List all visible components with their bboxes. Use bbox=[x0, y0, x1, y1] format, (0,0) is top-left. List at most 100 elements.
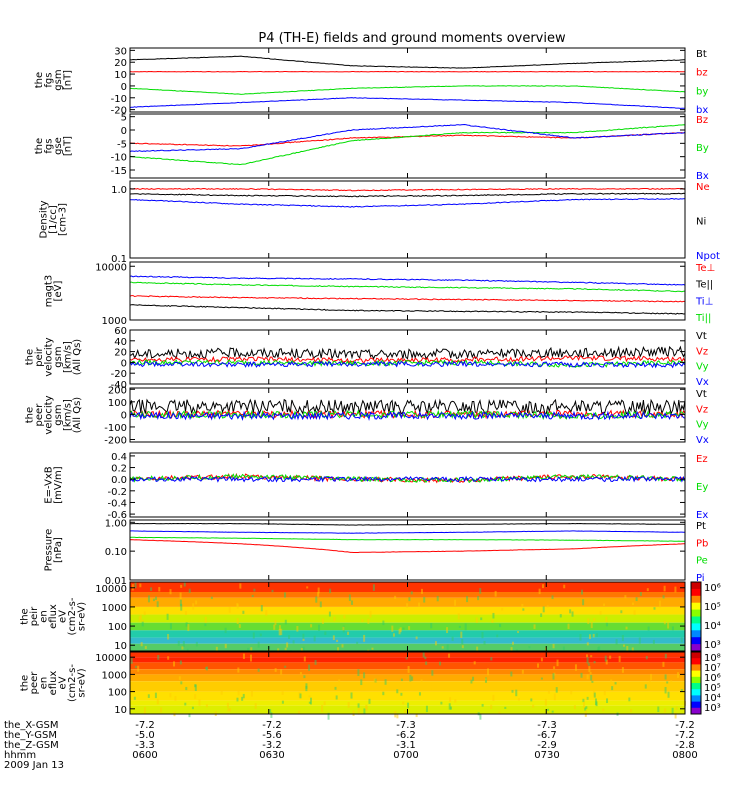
spectro-speck bbox=[593, 618, 595, 621]
spectro-speck bbox=[408, 626, 410, 630]
spectro-speck bbox=[583, 702, 585, 709]
spectro-speck bbox=[664, 621, 666, 624]
spectro-speck bbox=[315, 596, 317, 602]
spectro-speck bbox=[479, 714, 481, 720]
spectro-speck bbox=[501, 608, 503, 611]
spectro-speck bbox=[667, 622, 669, 628]
spectro-speck bbox=[342, 644, 344, 647]
spectro-speck bbox=[411, 684, 413, 690]
spectro-speck bbox=[403, 628, 405, 630]
spectro-speck bbox=[169, 693, 171, 697]
spectro-band bbox=[130, 692, 685, 701]
spectro-speck bbox=[530, 698, 532, 701]
spectro-speck bbox=[589, 634, 591, 639]
spectro-speck bbox=[490, 657, 492, 660]
spectro-speck bbox=[170, 623, 172, 629]
spectro-speck bbox=[588, 666, 590, 672]
panel-peer-velocity: VtVzVyVx2001000-100-200thepeervelocitygs… bbox=[24, 385, 709, 446]
spectro-speck bbox=[672, 626, 674, 630]
spectro-speck bbox=[180, 593, 182, 600]
legend-entry: Pe bbox=[696, 556, 708, 567]
legend-entry: Ti|| bbox=[695, 313, 711, 324]
spectro-speck bbox=[639, 682, 641, 688]
spectro-speck bbox=[408, 597, 410, 601]
spectro-speck bbox=[447, 644, 449, 650]
spectro-speck bbox=[499, 624, 501, 627]
spectro-speck bbox=[411, 591, 413, 594]
spectro-speck bbox=[365, 705, 367, 709]
spectro-speck bbox=[374, 678, 376, 683]
legend-entry: Vt bbox=[696, 389, 707, 400]
spectro-band bbox=[130, 681, 685, 691]
spectro-speck bbox=[296, 626, 298, 632]
spectro-speck bbox=[582, 699, 584, 702]
y-tick-label: 0.0 bbox=[111, 475, 127, 486]
spectro-speck bbox=[358, 703, 360, 707]
spectro-speck bbox=[306, 586, 308, 588]
spectrogram-peir-en-eflux bbox=[130, 582, 685, 656]
y-axis-label: sr-eV) bbox=[77, 602, 88, 631]
spectro-speck bbox=[423, 652, 425, 657]
spectro-speck bbox=[606, 698, 608, 703]
legend-entry: Bz bbox=[696, 115, 708, 126]
spectro-speck bbox=[184, 703, 186, 706]
spectro-speck bbox=[442, 646, 444, 648]
ephemeris-value: 0700 bbox=[393, 750, 418, 761]
y-tick-label: 1000 bbox=[102, 670, 127, 681]
spectro-speck bbox=[363, 635, 365, 642]
y-tick-label: -0.2 bbox=[107, 487, 127, 498]
spectro-speck bbox=[636, 597, 638, 601]
spectro-speck bbox=[236, 603, 238, 607]
spectro-speck bbox=[155, 693, 157, 698]
spectro-speck bbox=[557, 660, 559, 667]
colorbar-segment bbox=[691, 617, 701, 624]
spectro-speck bbox=[308, 665, 310, 671]
spectro-speck bbox=[335, 687, 337, 690]
spectro-speck bbox=[592, 684, 594, 689]
spectro-speck bbox=[286, 642, 288, 647]
series-line-te bbox=[130, 305, 685, 315]
spectro-speck bbox=[587, 642, 589, 645]
series-line-pb bbox=[130, 540, 685, 553]
spectro-speck bbox=[534, 624, 536, 629]
colorbar-segment bbox=[691, 644, 701, 651]
spectro-speck bbox=[303, 639, 305, 641]
spectro-speck bbox=[662, 662, 664, 667]
spectro-speck bbox=[546, 684, 548, 687]
ephemeris-value: 0730 bbox=[534, 750, 559, 761]
spectro-speck bbox=[603, 604, 605, 606]
spectro-speck bbox=[431, 670, 433, 675]
spectro-speck bbox=[204, 624, 206, 626]
spectro-band bbox=[130, 638, 685, 644]
spectro-speck bbox=[329, 589, 331, 593]
spectro-speck bbox=[676, 707, 678, 710]
spectro-speck bbox=[183, 641, 185, 647]
spectro-band bbox=[130, 623, 685, 631]
spectro-speck bbox=[167, 614, 169, 620]
spectro-speck bbox=[260, 634, 262, 637]
spectro-speck bbox=[139, 584, 141, 588]
legend-entry: Ey bbox=[696, 482, 708, 493]
spectro-speck bbox=[579, 634, 581, 641]
spectro-speck bbox=[495, 591, 497, 597]
spectro-speck bbox=[591, 622, 593, 628]
spectro-speck bbox=[373, 584, 375, 591]
spectro-speck bbox=[466, 596, 468, 602]
spectro-speck bbox=[144, 707, 146, 713]
spectro-speck bbox=[225, 628, 227, 633]
spectro-speck bbox=[474, 661, 476, 664]
legend-entry: Ti⊥ bbox=[695, 296, 713, 307]
colorbar-segment bbox=[691, 677, 701, 684]
spectro-speck bbox=[590, 675, 592, 681]
colorbar-segment bbox=[691, 623, 701, 630]
series-line-bt bbox=[130, 56, 685, 68]
spectro-speck bbox=[321, 705, 323, 712]
spectro-speck bbox=[394, 596, 396, 599]
spectro-speck bbox=[663, 595, 665, 598]
spectro-speck bbox=[632, 603, 634, 606]
y-axis-label: (All Qs) bbox=[72, 339, 83, 376]
spectro-speck bbox=[596, 701, 598, 706]
spectro-speck bbox=[512, 690, 514, 693]
